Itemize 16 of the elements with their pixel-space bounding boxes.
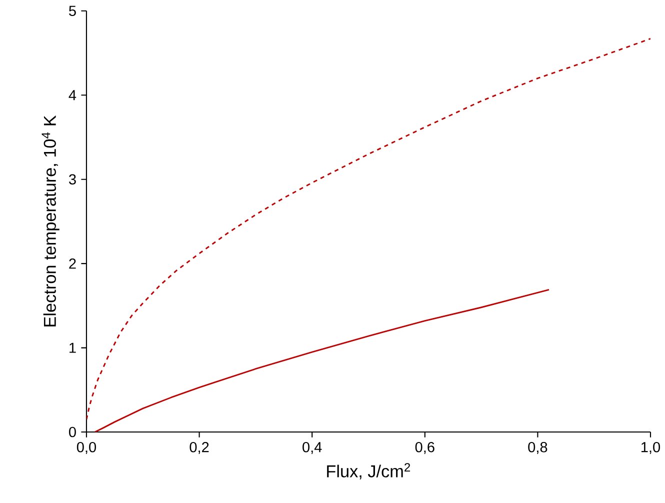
- x-tick-label: 0,2: [190, 442, 209, 454]
- x-tick-label: 0,6: [415, 442, 434, 454]
- y-tick-label: 0: [69, 426, 76, 437]
- line-series: [86, 38, 650, 420]
- y-tick-label: 3: [69, 174, 76, 184]
- x-axis-title: Flux, J/cm$^{2}$: [327, 462, 410, 480]
- x-tick-label: 0,4: [302, 442, 322, 454]
- x-tick-label: 1,0: [641, 442, 660, 454]
- y-tick-label: 2: [69, 258, 76, 268]
- line-series: [94, 288, 550, 432]
- x-tick-label: 0,0: [76, 442, 96, 454]
- y-tick-label: 5: [69, 6, 76, 16]
- y-axis-title: Electron temperature, 10$^{4}$ K: [42, 115, 60, 326]
- y-tick-label: 4: [68, 90, 76, 100]
- y-tick-label: 1: [70, 342, 76, 353]
- x-tick-label: 0,8: [528, 442, 548, 454]
